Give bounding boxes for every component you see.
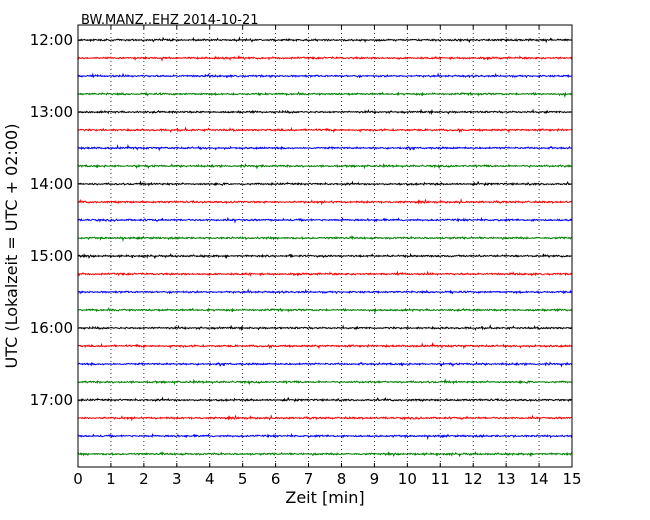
grid-lines [110, 25, 540, 467]
trace-1745 [77, 451, 573, 458]
x-axis-ticks: 0 1 2 3 4 5 6 7 8 9 10 11 12 13 14 15 [73, 25, 582, 488]
trace-1530 [77, 288, 573, 295]
x-tick-label-12: 12 [464, 470, 483, 488]
plot-frame [77, 24, 573, 468]
trace-1230 [77, 72, 573, 79]
x-axis-title: Zeit [min] [285, 488, 364, 507]
trace-1200 [77, 36, 573, 44]
x-tick-label-3: 3 [172, 470, 182, 488]
x-tick-label-0: 0 [73, 470, 83, 488]
trace-1715 [77, 414, 573, 422]
y-axis-title: UTC (Lokalzeit = UTC + 02:00) [2, 124, 21, 369]
trace-1430 [77, 216, 573, 224]
y-axis-ticks: 12:00 13:00 14:00 15:00 16:00 17:00 [30, 31, 572, 409]
y-tick-label-5: 17:00 [30, 391, 73, 409]
trace-1545 [77, 307, 573, 315]
trace-1500 [77, 252, 573, 260]
x-tick-label-10: 10 [398, 470, 417, 488]
trace-1245 [77, 91, 573, 99]
x-tick-label-8: 8 [337, 470, 347, 488]
trace-1400 [77, 180, 573, 187]
trace-1645 [77, 378, 573, 386]
y-tick-label-2: 14:00 [30, 175, 73, 193]
x-tick-label-9: 9 [370, 470, 380, 488]
x-tick-label-2: 2 [139, 470, 149, 488]
trace-1445 [77, 235, 573, 243]
trace-1300 [77, 108, 573, 116]
trace-1730 [77, 432, 573, 441]
x-tick-label-4: 4 [205, 470, 215, 488]
chart-title: BW.MANZ..EHZ 2014-10-21 [81, 13, 259, 28]
trace-1315 [77, 126, 573, 134]
trace-1215 [77, 55, 573, 62]
x-tick-label-15: 15 [562, 470, 581, 488]
x-tick-label-1: 1 [106, 470, 116, 488]
x-tick-label-14: 14 [530, 470, 549, 488]
y-tick-label-3: 15:00 [30, 247, 73, 265]
trace-1515 [77, 270, 573, 278]
trace-1615 [77, 341, 573, 350]
trace-1600 [77, 324, 573, 332]
x-tick-label-11: 11 [431, 470, 450, 488]
y-tick-label-4: 16:00 [30, 319, 73, 337]
x-tick-label-5: 5 [238, 470, 248, 488]
x-tick-label-7: 7 [304, 470, 314, 488]
trace-1330 [77, 143, 573, 152]
trace-1630 [77, 361, 573, 368]
trace-1700 [77, 396, 573, 403]
trace-1415 [77, 198, 573, 206]
trace-1345 [77, 162, 573, 170]
y-tick-label-0: 12:00 [30, 31, 73, 49]
trace-group [77, 36, 573, 458]
y-tick-label-1: 13:00 [30, 103, 73, 121]
x-tick-label-13: 13 [497, 470, 516, 488]
x-tick-label-6: 6 [271, 470, 281, 488]
